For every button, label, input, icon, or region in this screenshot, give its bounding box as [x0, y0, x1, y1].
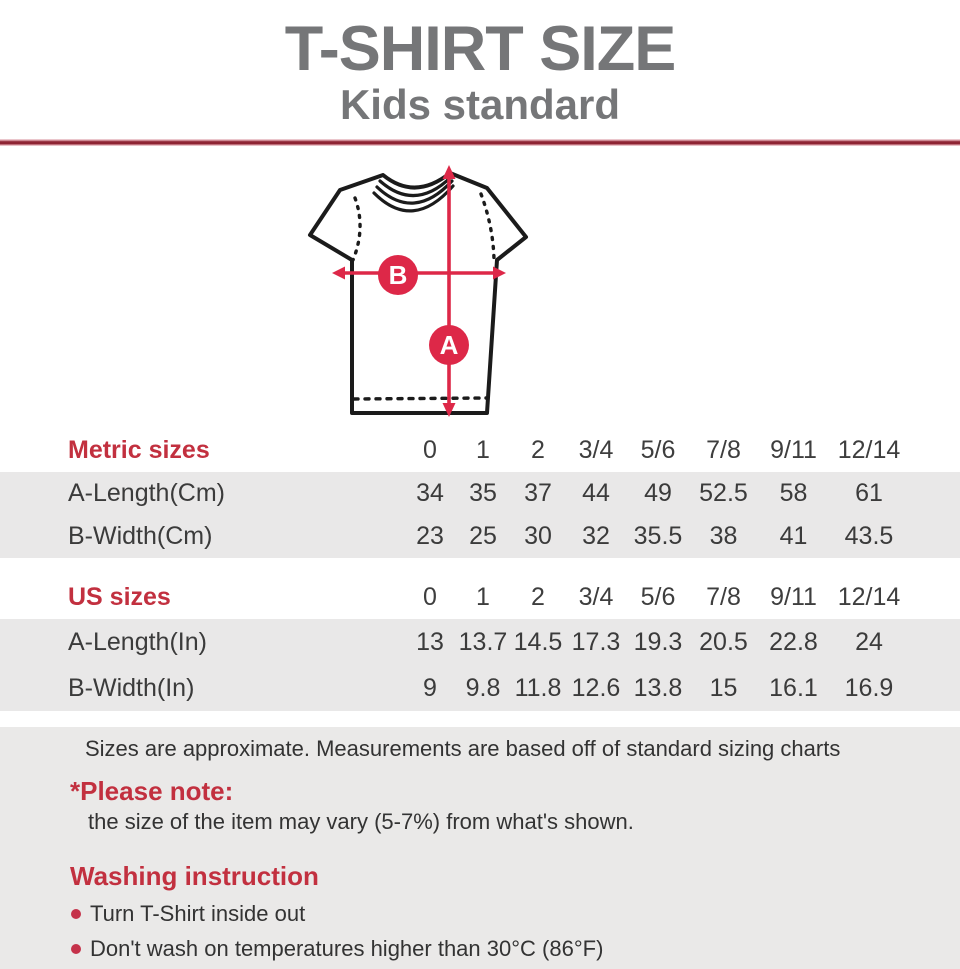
size-column-header: 9/11	[770, 582, 817, 611]
table-cell: 9.8	[465, 673, 501, 702]
notes-section: Sizes are approximate. Measurements are …	[0, 727, 960, 969]
please-note-heading: *Please note:	[70, 776, 234, 806]
table-cell: 38	[709, 522, 738, 550]
size-column-header: 1	[476, 435, 490, 464]
header-divider	[0, 139, 960, 146]
page-subtitle: Kids standard	[339, 81, 621, 128]
table-row-length-cm: A-Length(Cm) 34 35 37 44 49 52.5 58 61	[0, 472, 960, 515]
table-cell: 9	[423, 673, 437, 702]
table-cell: 37	[524, 479, 552, 507]
table-cell: 23	[416, 522, 444, 550]
size-column-header: 0	[423, 582, 437, 611]
table-cell: 12.6	[571, 673, 621, 702]
size-column-header: 0	[423, 435, 437, 464]
us-sizes-heading: US sizes	[68, 582, 171, 611]
size-column-header: 1	[476, 582, 490, 611]
approximate-note: Sizes are approximate. Measurements are …	[85, 736, 841, 761]
table-cell: 44	[582, 479, 610, 507]
table-cell: 25	[469, 522, 497, 550]
size-column-header: 2	[531, 582, 545, 611]
table-cell: 13.8	[633, 673, 683, 702]
size-column-header: 3/4	[578, 435, 614, 464]
us-sizes-header-row: US sizes 0 1 2 3/4 5/6 7/8 9/11 12/14	[0, 577, 960, 617]
table-cell: 15	[709, 673, 738, 702]
row-label: B-Width(In)	[68, 673, 195, 702]
table-cell: 13	[416, 627, 444, 656]
hem-dashed-line	[352, 396, 488, 401]
sleeve-seams-icon	[351, 192, 496, 262]
washing-instruction-list: Turn T-Shirt inside out Don't wash on te…	[71, 901, 960, 969]
tshirt-measurement-diagram: B A	[308, 165, 528, 417]
table-cell: 52.5	[699, 479, 748, 507]
size-column-header: 9/11	[770, 435, 817, 464]
bullet-icon	[71, 944, 81, 954]
size-column-header: 5/6	[640, 435, 676, 464]
washing-item-text: Turn T-Shirt inside out	[90, 901, 306, 926]
table-cell: 13.7	[458, 627, 508, 656]
measurement-lines	[332, 165, 506, 417]
size-column-header: 7/8	[706, 582, 741, 611]
length-marker-label: A	[440, 330, 459, 360]
table-cell: 14.5	[513, 627, 563, 656]
list-item: Don't wash on temperatures higher than 3…	[71, 936, 960, 962]
list-item: Turn T-Shirt inside out	[71, 901, 960, 927]
table-cell: 30	[524, 522, 552, 550]
metric-sizes-header-row: Metric sizes 0 1 2 3/4 5/6 7/8 9/11 12/1…	[0, 430, 960, 470]
table-cell: 32	[582, 522, 610, 550]
page-title: T-SHIRT SIZE	[284, 14, 677, 84]
row-label: A-Length(Cm)	[68, 479, 225, 507]
us-rows-band: A-Length(In) 13 13.7 14.5 17.3 19.3 20.5…	[0, 619, 960, 711]
table-cell: 49	[644, 479, 672, 507]
table-cell: 17.3	[571, 627, 621, 656]
size-column-header: 7/8	[706, 435, 741, 464]
please-note-body: the size of the item may vary (5-7%) fro…	[88, 809, 634, 834]
table-cell: 16.9	[844, 673, 894, 702]
table-cell: 24	[855, 627, 883, 656]
size-column-header: 3/4	[578, 582, 614, 611]
table-row-width-in: B-Width(In) 9 9.8 11.8 12.6 13.8 15 16.1…	[0, 665, 960, 711]
washing-item-text: Don't wash on temperatures higher than 3…	[90, 936, 604, 961]
collar-ribs-icon	[372, 175, 455, 213]
table-cell: 58	[779, 479, 808, 507]
table-cell: 16.1	[769, 673, 818, 702]
length-marker-circle	[429, 325, 469, 365]
size-column-header: 2	[531, 435, 545, 464]
table-cell: 35	[469, 479, 497, 507]
table-cell: 41	[779, 522, 808, 550]
table-cell: 34	[416, 479, 444, 507]
table-cell: 35.5	[633, 522, 683, 550]
width-marker-label: B	[389, 260, 408, 290]
table-row-width-cm: B-Width(Cm) 23 25 30 32 35.5 38 41 43.5	[0, 515, 960, 558]
size-column-header: 12/14	[837, 435, 901, 464]
row-label: B-Width(Cm)	[68, 522, 213, 550]
row-label: A-Length(In)	[68, 627, 207, 656]
table-cell: 43.5	[844, 522, 894, 550]
table-cell: 11.8	[514, 673, 562, 702]
metric-rows-band: A-Length(Cm) 34 35 37 44 49 52.5 58 61 B…	[0, 472, 960, 558]
size-column-header: 12/14	[837, 582, 901, 611]
table-cell: 22.8	[769, 627, 818, 656]
bullet-icon	[71, 909, 81, 919]
table-cell: 61	[855, 479, 883, 507]
metric-sizes-heading: Metric sizes	[68, 435, 210, 464]
width-marker-circle	[378, 255, 418, 295]
table-row-length-in: A-Length(In) 13 13.7 14.5 17.3 19.3 20.5…	[0, 619, 960, 665]
size-column-header: 5/6	[640, 582, 676, 611]
washing-instruction-heading: Washing instruction	[70, 861, 319, 891]
table-cell: 19.3	[633, 627, 683, 656]
table-cell: 20.5	[699, 627, 748, 656]
